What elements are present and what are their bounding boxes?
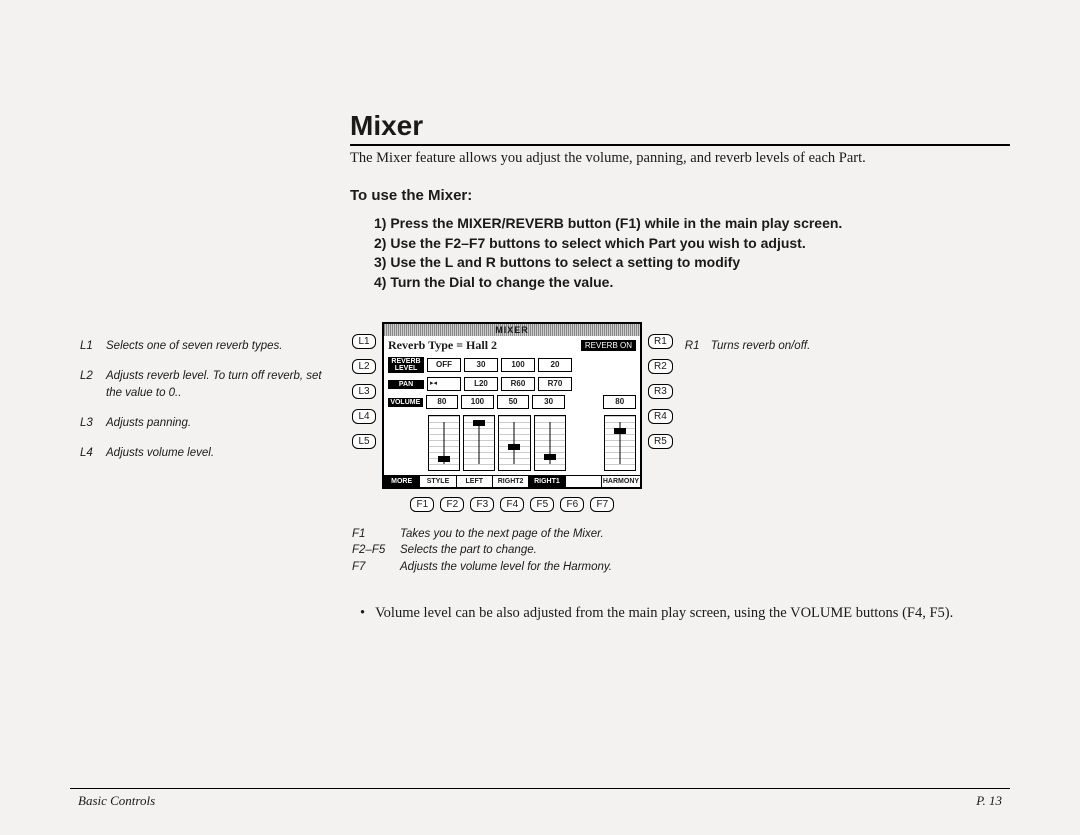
- screen-footer-tabs: MORE STYLE LEFT RIGHT2 RIGHT1 HARMONY: [384, 475, 640, 487]
- l3-button[interactable]: L3: [352, 384, 376, 399]
- reverb-level-row: REVERB LEVEL OFF 30 100 20: [388, 357, 636, 373]
- right-button-column: R1 R2 R3 R4 R5: [648, 322, 673, 449]
- parameter-grid: REVERB LEVEL OFF 30 100 20 PAN ▸◂ L20 R6…: [384, 355, 640, 415]
- intro-text: The Mixer feature allows you adjust the …: [350, 150, 1010, 167]
- left-button-column: L1 L2 L3 L4 L5: [352, 322, 376, 449]
- mixer-screen: MIXER Reverb Type = Hall 2 REVERB ON REV…: [382, 322, 642, 489]
- volume-label: VOLUME: [388, 398, 423, 407]
- tab-right1[interactable]: RIGHT1: [529, 476, 565, 487]
- step-1: 1) Press the MIXER/REVERB button (F1) wh…: [374, 214, 1010, 234]
- screen-title: MIXER: [384, 324, 640, 336]
- f1-button[interactable]: F1: [410, 497, 434, 512]
- volume-sliders: [384, 415, 640, 475]
- r1-button[interactable]: R1: [648, 334, 673, 349]
- note-l2: L2Adjusts reverb level. To turn off reve…: [80, 368, 340, 400]
- l5-button[interactable]: L5: [352, 434, 376, 449]
- tab-blank: [566, 476, 602, 487]
- r2-button[interactable]: R2: [648, 359, 673, 374]
- step-2: 2) Use the F2–F7 buttons to select which…: [374, 234, 1010, 254]
- note-f7: F7Adjusts the volume level for the Harmo…: [352, 559, 673, 575]
- slider-2[interactable]: [463, 415, 495, 471]
- l4-button[interactable]: L4: [352, 409, 376, 424]
- reverb-level-label: REVERB LEVEL: [388, 357, 424, 373]
- left-notes: L1Selects one of seven reverb types. L2A…: [80, 322, 340, 474]
- page-title: Mixer: [350, 110, 1010, 146]
- center-block: L1 L2 L3 L4 L5 MIXER Reverb Type = Hall …: [352, 322, 673, 574]
- f5-button[interactable]: F5: [530, 497, 554, 512]
- f4-button[interactable]: F4: [500, 497, 524, 512]
- bullet-section: • Volume level can be also adjusted from…: [350, 605, 1010, 622]
- slider-3[interactable]: [498, 415, 530, 471]
- tab-left[interactable]: LEFT: [457, 476, 493, 487]
- note-r1: R1Turns reverb on/off.: [685, 338, 835, 354]
- tab-style[interactable]: STYLE: [420, 476, 456, 487]
- tab-harmony[interactable]: HARMONY: [602, 476, 640, 487]
- note-l4: L4Adjusts volume level.: [80, 445, 340, 461]
- note-f2f5: F2–F5Selects the part to change.: [352, 542, 673, 558]
- step-4: 4) Turn the Dial to change the value.: [374, 273, 1010, 293]
- reverb-type-label: Reverb Type = Hall 2: [388, 338, 497, 353]
- reverb-on-button[interactable]: REVERB ON: [581, 340, 636, 351]
- volume-bullet-note: • Volume level can be also adjusted from…: [360, 605, 1010, 622]
- sub-heading: To use the Mixer:: [350, 187, 1010, 204]
- f-button-row: F1 F2 F3 F4 F5 F6 F7: [352, 497, 673, 512]
- pan-row: PAN ▸◂ L20 R60 R70: [388, 377, 636, 391]
- pan-cell-1: ▸◂: [427, 377, 461, 391]
- tab-more[interactable]: MORE: [384, 476, 420, 487]
- note-l3: L3Adjusts panning.: [80, 415, 340, 431]
- r3-button[interactable]: R3: [648, 384, 673, 399]
- page: Mixer The Mixer feature allows you adjus…: [0, 0, 1080, 835]
- slider-5-empty: [569, 415, 601, 471]
- step-3: 3) Use the L and R buttons to select a s…: [374, 253, 1010, 273]
- footer-left: Basic Controls: [78, 793, 155, 809]
- slider-1[interactable]: [428, 415, 460, 471]
- note-f1: F1Takes you to the next page of the Mixe…: [352, 526, 673, 542]
- slider-6[interactable]: [604, 415, 636, 471]
- l2-button[interactable]: L2: [352, 359, 376, 374]
- tab-right2[interactable]: RIGHT2: [493, 476, 529, 487]
- page-footer: Basic Controls P. 13: [78, 793, 1002, 809]
- f2-button[interactable]: F2: [440, 497, 464, 512]
- l1-button[interactable]: L1: [352, 334, 376, 349]
- bullet-icon: •: [360, 605, 365, 622]
- diagram-section: L1Selects one of seven reverb types. L2A…: [80, 322, 1010, 574]
- right-notes: R1Turns reverb on/off.: [685, 322, 835, 368]
- content-column: Mixer The Mixer feature allows you adjus…: [350, 110, 1010, 292]
- footer-right: P. 13: [976, 793, 1002, 809]
- volume-row: VOLUME 80 100 50 30 80: [388, 395, 636, 409]
- reverb-type-row: Reverb Type = Hall 2 REVERB ON: [384, 336, 640, 355]
- pan-label: PAN: [388, 380, 424, 389]
- footer-rule: [70, 788, 1010, 789]
- f-notes: F1Takes you to the next page of the Mixe…: [352, 526, 673, 574]
- slider-4[interactable]: [534, 415, 566, 471]
- f6-button[interactable]: F6: [560, 497, 584, 512]
- note-l1: L1Selects one of seven reverb types.: [80, 338, 340, 354]
- r5-button[interactable]: R5: [648, 434, 673, 449]
- r4-button[interactable]: R4: [648, 409, 673, 424]
- steps-list: 1) Press the MIXER/REVERB button (F1) wh…: [374, 214, 1010, 292]
- f7-button[interactable]: F7: [590, 497, 614, 512]
- f3-button[interactable]: F3: [470, 497, 494, 512]
